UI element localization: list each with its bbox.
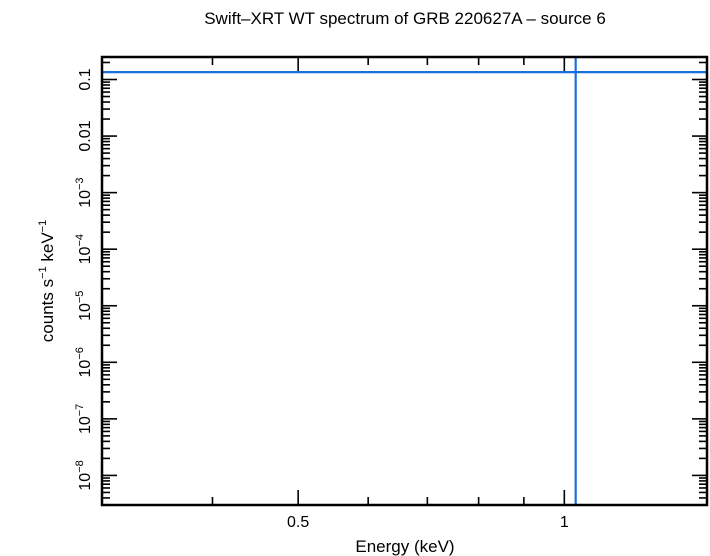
x-tick-label: 1 (560, 514, 569, 531)
y-tick-label: 0.01 (77, 120, 94, 151)
x-axis-ticks: 0.5 1 (101, 57, 569, 531)
y-axis-label-sup1: −1 (37, 266, 49, 279)
y-tick-label: 10−7 (74, 404, 94, 434)
y-tick-label: 10−6 (74, 347, 94, 377)
x-axis-label: Energy (keV) (355, 537, 454, 556)
y-tick-label: 10−8 (74, 460, 94, 490)
y-axis-label-mid: keV (38, 232, 57, 267)
y-axis-label-base: counts s (38, 279, 57, 342)
y-tick-label: 10−3 (74, 177, 94, 207)
data-series (102, 57, 707, 505)
chart-title: Swift–XRT WT spectrum of GRB 220627A – s… (204, 9, 606, 28)
y-axis-label: counts s−1 keV−1 (37, 220, 57, 342)
y-tick-label: 0.1 (77, 68, 94, 90)
y-tick-label: 10−5 (74, 291, 94, 321)
y-axis-label-sup2: −1 (37, 220, 49, 233)
y-axis-ticks: 0.1 0.01 10−3 10−4 10−5 10−6 10−7 10−8 (74, 61, 707, 506)
x-tick-label: 0.5 (287, 514, 309, 531)
y-tick-label: 10−4 (74, 234, 94, 264)
plot-frame (100, 55, 709, 507)
